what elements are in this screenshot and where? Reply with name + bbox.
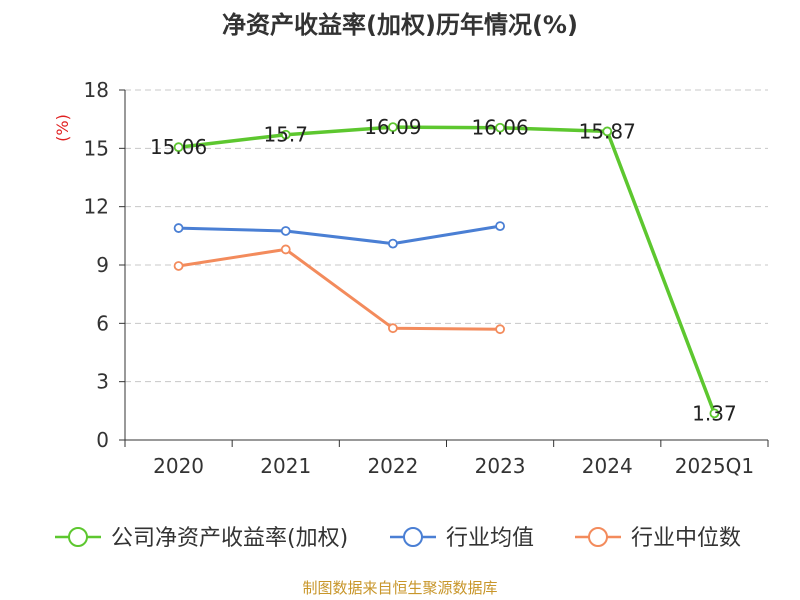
- chart-title: 净资产收益率(加权)历年情况(%): [222, 11, 578, 39]
- y-tick-label: 15: [84, 136, 109, 160]
- series-0-point: [280, 129, 291, 140]
- series-2-point: [388, 323, 398, 334]
- data-label: 16.06: [471, 116, 528, 140]
- source-note: 制图数据来自恒生聚源数据库: [302, 579, 497, 597]
- series-1-point: [495, 221, 505, 232]
- y-tick-label: 0: [96, 428, 109, 452]
- y-tick-label: 18: [84, 78, 109, 102]
- y-tick-label: 3: [96, 370, 109, 394]
- series-1-point: [388, 238, 398, 249]
- y-axis-label: (%): [53, 114, 72, 142]
- series-0-point: [388, 122, 398, 133]
- y-tick-label: 12: [84, 195, 109, 219]
- series-1-point: [280, 226, 291, 236]
- series-0-point: [495, 122, 505, 133]
- x-tick-label-2025Q1: 2025Q1: [675, 454, 754, 478]
- y-tick-label: 6: [96, 311, 109, 335]
- data-labels: 15.06 15.7 16.09 16.06 15.87 1.37: [150, 115, 737, 425]
- series-line-2: [178, 247, 501, 331]
- series-line-1: [178, 224, 501, 246]
- legend-label: 公司净资产收益率(加权): [111, 526, 348, 551]
- y-tick-label: 9: [96, 253, 109, 277]
- legend-item-1[interactable]: 行业均值: [390, 526, 534, 551]
- legend-label: 行业均值: [446, 526, 534, 551]
- legend-label: 行业中位数: [631, 526, 741, 551]
- series-0-point: [173, 142, 184, 153]
- grid-lines: [125, 89, 768, 383]
- x-tick-label-2023: 2023: [475, 454, 526, 478]
- legend[interactable]: 公司净资产收益率(加权) 行业均值 行业中位数: [55, 526, 741, 551]
- data-label: 15.06: [150, 135, 207, 159]
- x-tick-label-2021: 2021: [260, 454, 311, 478]
- x-tick-label-2024: 2024: [582, 454, 633, 478]
- series-2-point: [495, 324, 505, 335]
- data-label: 15.87: [579, 119, 636, 143]
- data-label: 15.7: [263, 123, 308, 147]
- legend-swatch-marker: [588, 527, 608, 547]
- data-label: 16.09: [364, 115, 421, 139]
- axes: 0 3 6 9 12 15 18 2020 2021 2022 2023 2024 2025Q1: [84, 78, 769, 478]
- series-0-point: [709, 408, 720, 419]
- data-label: 1.37: [692, 401, 737, 425]
- legend-swatch-marker: [403, 527, 423, 547]
- x-tick-label-2022: 2022: [367, 454, 418, 478]
- series-0-point: [602, 126, 613, 137]
- legend-item-2[interactable]: 行业中位数: [575, 526, 741, 551]
- series-2-point: [280, 244, 291, 255]
- series-2-point: [173, 261, 184, 271]
- series-line-0: [178, 125, 717, 415]
- legend-item-0[interactable]: 公司净资产收益率(加权): [55, 526, 348, 551]
- series-1-point: [173, 223, 184, 233]
- legend-swatch-marker: [68, 527, 88, 547]
- x-tick-label-2020: 2020: [153, 454, 204, 478]
- series-group: [173, 122, 720, 419]
